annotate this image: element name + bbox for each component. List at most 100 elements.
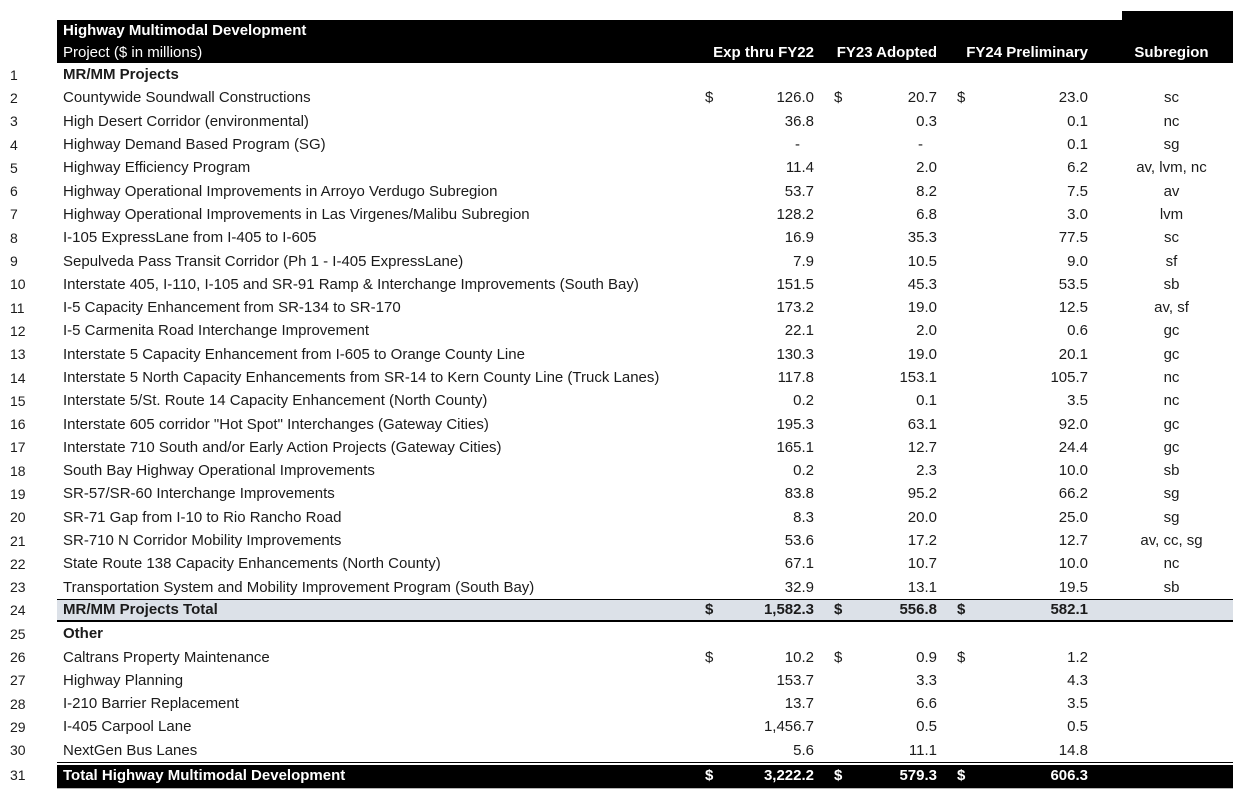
fy22-cell: 8.3: [695, 506, 820, 529]
subregion-cell: sf: [1165, 252, 1178, 270]
fy24-cell: 3.5: [945, 389, 1110, 412]
fy22-cell: 151.5: [695, 273, 820, 296]
fy23-cell: 95.2: [820, 482, 945, 505]
fy22-cell: -: [695, 133, 820, 156]
project-name-cell: Interstate 405, I-110, I-105 and SR-91 R…: [63, 275, 639, 293]
fy22-cell: 22.1: [695, 319, 820, 342]
fy23-cell: [820, 63, 945, 86]
subregion-cell: [1110, 63, 1233, 86]
table-row: 1 MR/MM Projects: [0, 63, 1244, 86]
fy24-cell: 77.5: [945, 226, 1110, 249]
project-name-cell: Other: [63, 625, 104, 643]
row-cells: NextGen Bus Lanes 5.6 11.1 14.8: [57, 739, 1233, 762]
row-cells: Other: [57, 622, 1233, 645]
table-row: 19 SR-57/SR-60 Interchange Improvements 83…: [0, 482, 1244, 505]
table-row: 27 Highway Planning 153.7 3.3 4.3: [0, 669, 1244, 692]
currency-symbol: $: [834, 89, 843, 107]
fy23-value: 6.8: [916, 205, 937, 223]
fy24-value: 20.1: [1058, 345, 1088, 363]
row-number: 5: [10, 159, 18, 176]
row-cells: MR/MM Projects: [57, 63, 1233, 86]
fy24-cell: $23.0: [945, 86, 1110, 109]
table-row: 14 Interstate 5 North Capacity Enhancemen…: [0, 366, 1244, 389]
fy22-cell: [695, 63, 820, 86]
table-row: 15 Interstate 5/St. Route 14 Capacity Enh…: [0, 389, 1244, 412]
row-cells: Total Highway Multimodal Development $3,2…: [57, 761, 1233, 789]
fy24-cell: 6.2: [945, 156, 1110, 179]
fy22-cell: 36.8: [695, 110, 820, 133]
row-number: 16: [10, 416, 26, 433]
fy23-cell: 20.0: [820, 506, 945, 529]
subregion-cell: av, lvm, nc: [1136, 159, 1207, 177]
fy22-value: 10.2: [784, 648, 814, 666]
row-cells: SR-71 Gap from I-10 to Rio Rancho Road 8.…: [57, 506, 1233, 529]
fy24-value: 6.2: [1067, 159, 1088, 177]
fy22-cell: 117.8: [695, 366, 820, 389]
fy24-value: 0.6: [1067, 322, 1088, 340]
table-row: 20 SR-71 Gap from I-10 to Rio Rancho Road…: [0, 506, 1244, 529]
project-name-cell: Highway Operational Improvements in Arro…: [63, 182, 498, 200]
fy24-cell: 92.0: [945, 412, 1110, 435]
row-cells: South Bay Highway Operational Improvemen…: [57, 459, 1233, 482]
fy23-value: 2.0: [916, 159, 937, 177]
page-title: Highway Multimodal Development: [63, 22, 307, 39]
row-number: 1: [10, 66, 18, 83]
row-number: 23: [10, 579, 26, 596]
fy24-cell: [945, 63, 1110, 86]
fy23-value: 556.8: [899, 601, 937, 619]
fy22-cell: 165.1: [695, 436, 820, 459]
table-row: 17 Interstate 710 South and/or Early Acti…: [0, 436, 1244, 459]
table-row: 21 SR-710 N Corridor Mobility Improvement…: [0, 529, 1244, 552]
row-number: 29: [10, 718, 26, 735]
subregion-cell: sc: [1164, 229, 1179, 247]
row-number: 7: [10, 206, 18, 223]
row-cells: Interstate 5 Capacity Enhancement from I…: [57, 343, 1233, 366]
fy24-value: 606.3: [1050, 766, 1088, 784]
subregion-cell: [1110, 600, 1233, 620]
row-number: 8: [10, 229, 18, 246]
row-cells: Highway Operational Improvements in Las …: [57, 203, 1233, 226]
row-cells: Highway Efficiency Program 11.4 2.0 6.2 av, …: [57, 156, 1233, 179]
row-number: 22: [10, 555, 26, 572]
fy23-value: 63.1: [907, 415, 937, 433]
row-cells: Interstate 605 corridor "Hot Spot" Inter…: [57, 412, 1233, 435]
table-row: 29 I-405 Carpool Lane 1,456.7 0.5 0.5: [0, 715, 1244, 738]
currency-symbol: $: [957, 766, 966, 784]
fy23-value: 19.0: [907, 345, 937, 363]
project-name-cell: Interstate 605 corridor "Hot Spot" Inter…: [63, 415, 489, 433]
fy24-cell: 24.4: [945, 436, 1110, 459]
table-row: 6 Highway Operational Improvements in Arr…: [0, 179, 1244, 202]
fy22-value: 22.1: [784, 322, 814, 340]
subregion-cell: sg: [1163, 508, 1180, 526]
fy23-cell: 6.8: [820, 203, 945, 226]
row-cells: SR-710 N Corridor Mobility Improvements 5…: [57, 529, 1233, 552]
fy23-cell: 35.3: [820, 226, 945, 249]
fy22-value: 16.9: [784, 229, 814, 247]
fy24-cell: [945, 622, 1110, 645]
row-number: 11: [10, 299, 25, 316]
column-header-fy23-adopted: FY23 Adopted: [836, 43, 937, 61]
fy22-value: 11.4: [785, 159, 814, 177]
fy22-value: 128.2: [776, 205, 814, 223]
table-row: 10 Interstate 405, I-110, I-105 and SR-91…: [0, 273, 1244, 296]
fy24-value: 19.5: [1058, 578, 1088, 596]
project-name-cell: High Desert Corridor (environmental): [63, 112, 309, 130]
fy23-cell: 17.2: [820, 529, 945, 552]
fy22-cell: [695, 622, 820, 645]
currency-symbol: $: [705, 648, 714, 666]
subregion-cell: [1110, 645, 1233, 668]
fy24-cell: 12.7: [945, 529, 1110, 552]
row-cells: Interstate 5 North Capacity Enhancements…: [57, 366, 1233, 389]
row-cells: Transportation System and Mobility Impro…: [57, 576, 1233, 599]
fy22-cell: 5.6: [695, 739, 820, 762]
fy23-value: 17.2: [907, 532, 937, 550]
fy22-value: 0.2: [793, 462, 814, 480]
fy23-value: 10.5: [907, 252, 937, 270]
fy23-value: 2.0: [916, 322, 937, 340]
fy24-value: 0.5: [1067, 718, 1088, 736]
row-cells: High Desert Corridor (environmental) 36.8…: [57, 110, 1233, 133]
fy22-cell: $10.2: [695, 645, 820, 668]
subregion-cell: nc: [1163, 112, 1180, 130]
fy23-cell: 19.0: [820, 343, 945, 366]
